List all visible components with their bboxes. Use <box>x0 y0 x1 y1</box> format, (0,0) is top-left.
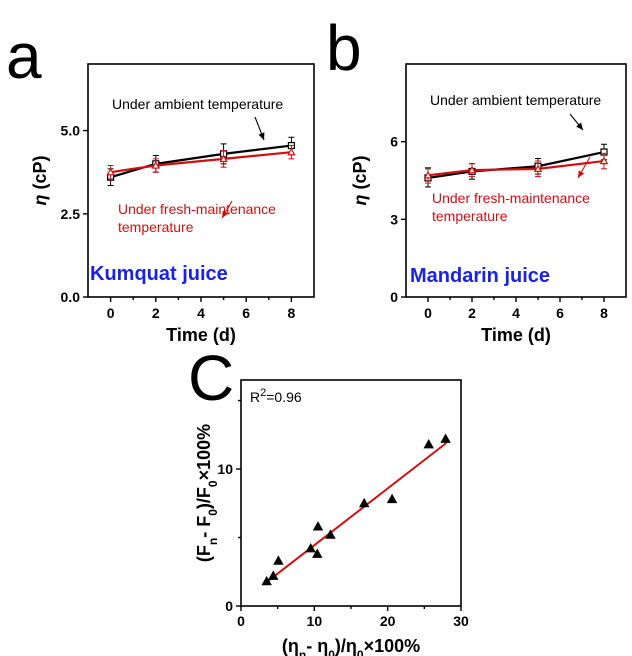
x-axis-label-a: Time (d) <box>166 325 236 345</box>
data-point-c <box>386 493 398 504</box>
panel-letter-a: a <box>6 20 42 92</box>
x-tick-label-c: 20 <box>380 613 396 629</box>
y-axis-symbol-b: η <box>350 190 370 206</box>
annotation-fresh-line2-a: temperature <box>118 219 194 235</box>
x-axis-label-c-part: 0 <box>357 648 364 656</box>
y-tick-label-a: 5.0 <box>61 123 81 139</box>
x-axis-label-c-part: (η <box>282 636 299 656</box>
data-point-b <box>423 170 433 179</box>
annotation-ambient-b: Under ambient temperature <box>430 92 601 108</box>
data-point-b <box>467 165 477 174</box>
x-tick-label-c: 30 <box>453 613 469 629</box>
y-axis-label-c: (Fn- F0)/F0×100% <box>194 424 220 562</box>
y-axis-unit-b: (cP) <box>350 155 370 189</box>
data-point-c <box>312 548 323 558</box>
data-point-b <box>599 156 609 165</box>
x-tick-label-a: 8 <box>288 305 296 321</box>
r-squared-label: R2=0.96 <box>250 387 302 405</box>
series-line-b-1 <box>427 159 605 177</box>
x-tick-label-b: 8 <box>600 305 608 321</box>
data-point-b <box>533 164 543 173</box>
r-squared-label-part: R <box>250 389 260 405</box>
fit-line-c <box>265 442 447 584</box>
x-tick-label-b: 0 <box>424 305 432 321</box>
annotation-arrow-ambient-a-head <box>258 132 265 140</box>
data-point-c <box>261 575 272 586</box>
x-tick-label-a: 0 <box>107 305 115 321</box>
y-tick-label-b: 6 <box>390 134 398 150</box>
x-tick-label-a: 2 <box>152 305 160 321</box>
data-point-a <box>106 167 115 176</box>
data-point-c <box>268 570 279 580</box>
x-axis-label-b: Time (d) <box>481 325 551 345</box>
y-tick-label-c: 10 <box>217 461 233 477</box>
r-squared-label-part: 2 <box>260 387 266 399</box>
y-axis-label-c-part: n <box>206 538 220 545</box>
juice-label-a: Kumquat juice <box>90 263 228 285</box>
data-point-c <box>440 433 451 443</box>
y-tick-label-b: 0 <box>390 289 398 305</box>
data-point-a <box>151 161 161 169</box>
y-tick-label-a: 0.0 <box>61 289 81 305</box>
y-tick-label-b: 3 <box>390 211 398 227</box>
x-axis-label-c-part: n <box>299 648 306 656</box>
x-axis-label-c-part: - η <box>306 636 328 656</box>
annotation-arrow-ambient-b-head <box>576 122 583 130</box>
annotation-fresh-line2-b: temperature <box>432 208 508 224</box>
data-point-c <box>358 497 370 508</box>
data-point-c <box>423 438 434 449</box>
y-axis-symbol-a: η <box>30 190 50 206</box>
y-axis-unit-a: (cP) <box>30 155 50 189</box>
r-squared-label-part: =0.96 <box>266 389 302 405</box>
y-tick-label-a: 2.5 <box>61 206 81 222</box>
y-axis-label-c-part: 0 <box>206 509 220 516</box>
x-tick-label-b: 6 <box>556 305 564 321</box>
x-tick-label-a: 6 <box>242 305 250 321</box>
y-axis-label-c-part: ×100% <box>194 424 214 481</box>
juice-label-b: Mandarin juice <box>410 265 550 287</box>
annotation-ambient-a: Under ambient temperature <box>112 96 283 112</box>
data-point-c <box>325 529 336 539</box>
y-tick-label-c: 0 <box>225 598 233 614</box>
x-tick-label-c: 10 <box>307 613 323 629</box>
data-point-a <box>219 154 228 163</box>
y-axis-label-c-part: - F <box>194 516 214 538</box>
x-axis-label-c-part: )/η <box>335 636 357 656</box>
x-tick-label-b: 2 <box>468 305 476 321</box>
series-line-a-1 <box>110 151 292 174</box>
y-axis-label-c-part: 0 <box>206 480 220 487</box>
panel-letter-c: C <box>188 342 234 414</box>
x-axis-label-c-part: ×100% <box>364 636 421 656</box>
x-tick-label-b: 4 <box>512 305 520 321</box>
data-point-c <box>273 555 284 565</box>
x-tick-label-a: 4 <box>197 305 205 321</box>
x-axis-label-c: (ηn- η0)/η0×100% <box>282 636 420 656</box>
x-tick-label-c: 0 <box>237 613 245 629</box>
data-point-c <box>305 543 316 553</box>
annotation-fresh-line1-a: Under fresh-maintenance <box>118 201 276 217</box>
y-axis-label-c-part: (F <box>194 545 214 562</box>
data-point-a <box>287 147 296 156</box>
x-axis-label-c-part: 0 <box>328 648 335 656</box>
y-axis-label-b: η (cP) <box>350 155 370 205</box>
annotation-arrow-fresh-b-head <box>578 170 585 178</box>
series-line-a-0 <box>110 144 292 179</box>
data-point-c <box>312 521 324 531</box>
y-axis-label-a: η (cP) <box>30 155 50 205</box>
panel-letter-b: b <box>326 12 362 84</box>
annotation-arrow-fresh-a-head <box>222 210 229 218</box>
y-axis-label-c-part: )/F <box>194 487 214 509</box>
annotation-fresh-line1-b: Under fresh-maintenance <box>432 190 590 206</box>
